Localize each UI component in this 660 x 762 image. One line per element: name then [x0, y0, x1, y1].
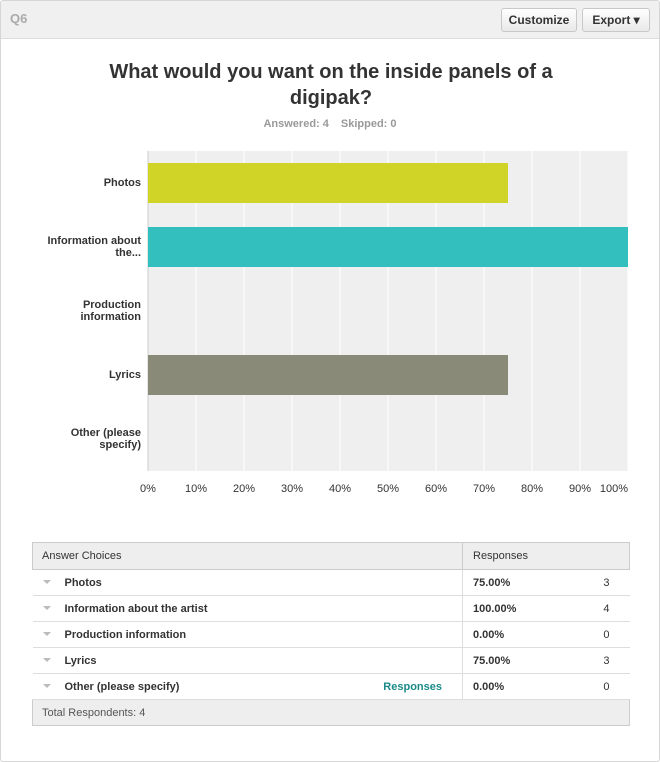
chart-title: What would you want on the inside panels… — [109, 61, 553, 109]
responses-link[interactable]: Responses — [383, 680, 442, 693]
x-tick-label: 70% — [473, 483, 495, 495]
summary: Answered: 4 Skipped: 0 — [1, 118, 659, 130]
percent-cell: 75.00% — [462, 569, 575, 596]
percent-cell: 100.00% — [462, 595, 575, 622]
x-tick-label: 90% — [569, 483, 591, 495]
choice-cell: Lyrics — [32, 647, 463, 674]
table-row: Production information 0.00% 0 — [32, 621, 630, 648]
choice-text: Information about the artist — [64, 602, 208, 615]
footer-text: Total Respondents: 4 — [32, 699, 630, 726]
export-button[interactable]: Export ▾ — [582, 8, 650, 32]
choice-cell: Photos — [32, 569, 463, 596]
answered: Answered: 4 — [263, 118, 329, 130]
x-tick-label: 20% — [233, 483, 255, 495]
table-row: Lyrics 75.00% 3 — [32, 647, 630, 674]
count-cell: 3 — [575, 569, 630, 596]
header-text: Answer Choices — [42, 550, 122, 562]
skipped: Skipped: 0 — [340, 118, 397, 130]
row-toggle[interactable] — [42, 579, 51, 584]
category-label: Photos — [103, 177, 141, 189]
x-tick-label: 80% — [521, 483, 543, 495]
x-tick-label: 30% — [281, 483, 303, 495]
count-cell: 0 — [575, 673, 630, 700]
count-cell: 4 — [575, 595, 630, 622]
row-toggle[interactable] — [42, 657, 51, 662]
x-tick-label: 40% — [329, 483, 351, 495]
x-tick-label: 50% — [377, 483, 399, 495]
row-toggle[interactable] — [42, 605, 51, 610]
responses-table: Answer Choices Responses Photos 75.00% 3 In… — [32, 542, 630, 726]
category-label: Lyrics — [108, 369, 141, 381]
choice-cell: Information about the artist — [32, 595, 463, 622]
count-cell: 0 — [575, 621, 630, 648]
bar — [148, 355, 508, 395]
table-row: Photos 75.00% 3 — [32, 569, 630, 596]
table-footer: Total Respondents: 4 — [32, 699, 630, 726]
export-label[interactable]: Export — [592, 13, 631, 27]
percent-cell: 75.00% — [462, 647, 575, 674]
customize-button[interactable]: Customize — [501, 8, 577, 32]
header-cell[interactable]: Responses — [462, 542, 630, 570]
choice-text: Other (please specify) — [64, 680, 180, 693]
x-tick-label: 0% — [140, 483, 156, 495]
category-label: Production information — [80, 299, 142, 323]
percent-cell: 0.00% — [462, 673, 575, 700]
choice-text: Production information — [64, 628, 187, 641]
chart: 0% 10% 20% 30% 40% 50% 60% 70% 80% 90% 100% — [140, 151, 629, 495]
header-text: Responses — [473, 550, 529, 562]
table-row: Information about the artist 100.00% 4 — [32, 595, 630, 622]
table-row: Other (please specify) Responses 0.00% 0 — [32, 673, 630, 700]
percent-cell: 0.00% — [462, 621, 575, 648]
category-label: Other (please specify) — [70, 427, 141, 451]
question-number: Q6 — [10, 11, 28, 26]
row-toggle[interactable] — [42, 631, 51, 636]
table-body: Photos 75.00% 3 Information about the artis… — [32, 569, 630, 700]
bar — [148, 163, 508, 203]
category-label: Information about the... — [47, 235, 142, 259]
row-toggle[interactable] — [42, 683, 51, 688]
card-header: Q6 Customize Export ▾ — [1, 1, 659, 39]
table-header: Answer Choices Responses — [32, 542, 630, 570]
bar — [148, 227, 628, 267]
x-tick-label: 100% — [600, 483, 628, 495]
choice-text: Lyrics — [64, 654, 97, 667]
x-tick-label: 60% — [425, 483, 447, 495]
choice-cell: Other (please specify) Responses — [32, 673, 463, 700]
x-tick-label: 10% — [185, 483, 207, 495]
count-cell: 3 — [575, 647, 630, 674]
header-cell[interactable]: Answer Choices — [32, 542, 463, 570]
choice-text: Photos — [64, 576, 102, 589]
choice-cell: Production information — [32, 621, 463, 648]
